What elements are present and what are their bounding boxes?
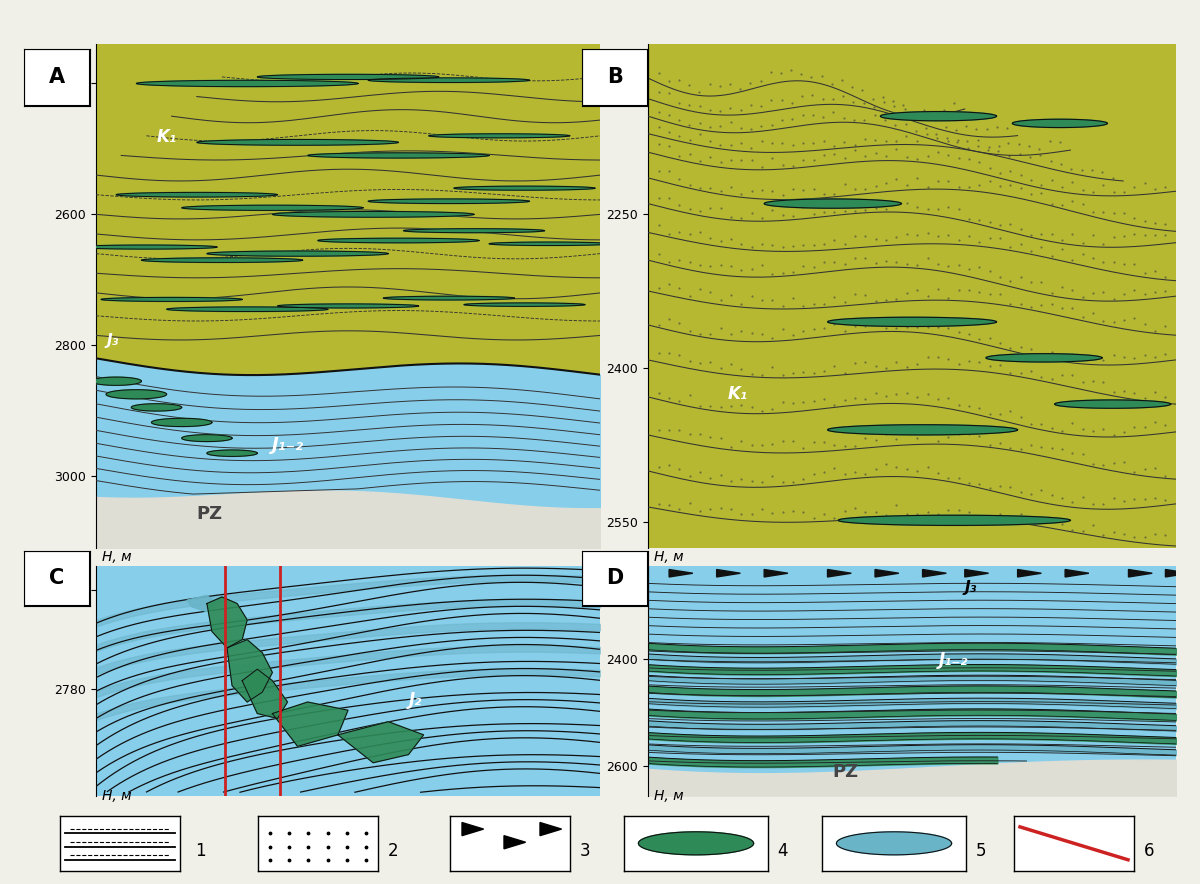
Polygon shape (923, 569, 947, 577)
Polygon shape (227, 640, 272, 702)
Text: K₁: K₁ (156, 128, 176, 147)
Polygon shape (462, 822, 484, 835)
Polygon shape (187, 595, 217, 612)
Polygon shape (91, 377, 142, 385)
Polygon shape (383, 296, 515, 300)
Polygon shape (1013, 119, 1108, 127)
Polygon shape (308, 153, 490, 158)
Polygon shape (318, 238, 479, 243)
Polygon shape (638, 832, 754, 855)
Polygon shape (504, 835, 526, 849)
Text: J₁₋₂: J₁₋₂ (938, 651, 967, 668)
Polygon shape (428, 133, 570, 138)
Polygon shape (76, 245, 217, 249)
Polygon shape (167, 307, 328, 311)
Polygon shape (764, 199, 901, 209)
Polygon shape (106, 390, 167, 399)
Text: PZ: PZ (197, 505, 223, 522)
Polygon shape (540, 822, 562, 835)
Text: 6: 6 (1144, 842, 1154, 860)
Polygon shape (716, 569, 740, 577)
Polygon shape (1018, 569, 1042, 577)
Text: H, м: H, м (654, 789, 684, 803)
Text: B: B (607, 67, 623, 88)
Text: H, м: H, м (654, 551, 684, 564)
Text: 1: 1 (196, 842, 206, 860)
Text: A: A (49, 67, 65, 88)
Polygon shape (272, 211, 474, 217)
Polygon shape (368, 78, 529, 82)
Polygon shape (490, 242, 610, 246)
Polygon shape (197, 140, 398, 145)
Polygon shape (272, 702, 348, 746)
Polygon shape (828, 317, 996, 326)
Polygon shape (986, 354, 1102, 362)
Polygon shape (875, 569, 899, 577)
Text: 3: 3 (580, 842, 590, 860)
Polygon shape (206, 450, 257, 456)
Polygon shape (828, 424, 1018, 435)
Text: K₁: K₁ (727, 385, 748, 403)
Text: PZ: PZ (833, 763, 859, 781)
Text: J₃: J₃ (106, 333, 119, 348)
Polygon shape (258, 74, 439, 80)
Polygon shape (142, 258, 302, 263)
Polygon shape (1165, 569, 1189, 577)
Text: C: C (49, 568, 65, 588)
Polygon shape (242, 669, 288, 719)
Polygon shape (881, 111, 996, 121)
Polygon shape (338, 721, 424, 763)
Text: D: D (606, 568, 624, 588)
Polygon shape (1066, 569, 1088, 577)
Text: J₂: J₂ (408, 691, 422, 709)
Polygon shape (836, 832, 952, 855)
Polygon shape (670, 569, 692, 577)
Text: H, м: H, м (102, 551, 132, 564)
Polygon shape (137, 80, 358, 87)
Polygon shape (206, 597, 247, 648)
Text: H, м: H, м (102, 789, 132, 803)
Polygon shape (277, 304, 419, 308)
Polygon shape (116, 193, 277, 197)
Polygon shape (1055, 400, 1171, 408)
Polygon shape (839, 515, 1070, 525)
Polygon shape (464, 303, 584, 307)
Polygon shape (1128, 569, 1152, 577)
Polygon shape (182, 205, 364, 210)
Polygon shape (101, 297, 242, 301)
Polygon shape (403, 229, 545, 232)
Polygon shape (368, 199, 529, 203)
Text: J₁₋₂: J₁₋₂ (272, 436, 305, 453)
Polygon shape (208, 251, 389, 256)
Polygon shape (131, 404, 181, 411)
Polygon shape (151, 418, 212, 427)
Text: 4: 4 (778, 842, 788, 860)
Polygon shape (764, 569, 788, 577)
Polygon shape (454, 187, 595, 190)
Polygon shape (965, 569, 989, 577)
Text: 2: 2 (388, 842, 398, 860)
Polygon shape (181, 435, 232, 442)
Polygon shape (828, 569, 851, 577)
Text: 5: 5 (976, 842, 986, 860)
Text: J₃: J₃ (965, 581, 977, 596)
